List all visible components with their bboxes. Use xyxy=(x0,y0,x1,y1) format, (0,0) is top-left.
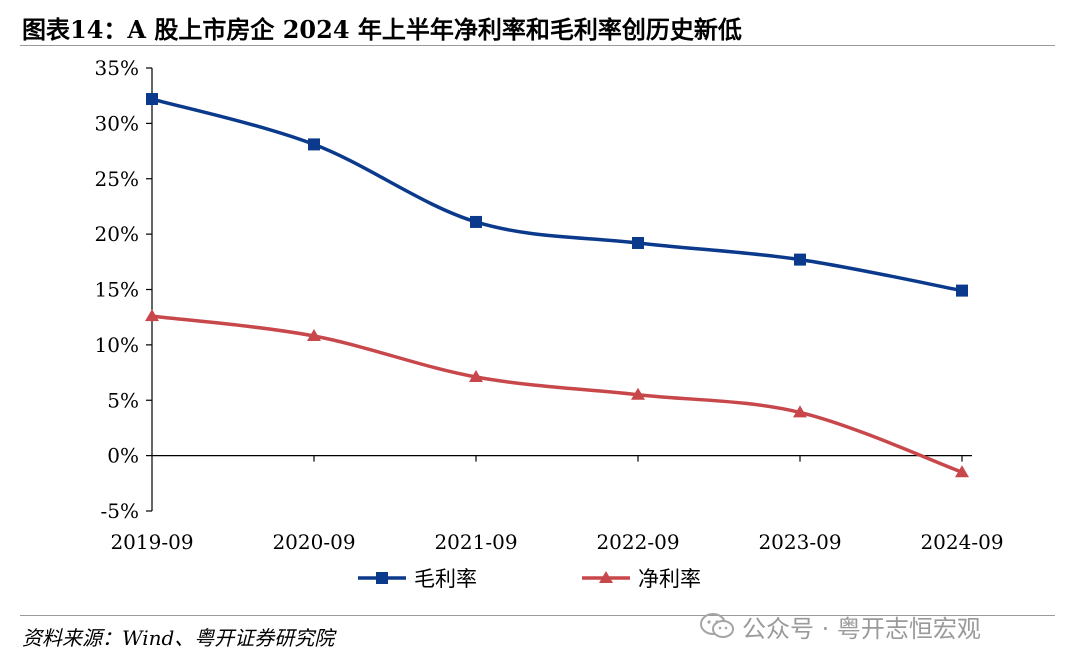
watermark-text: 公众号 · 粤开志恒宏观 xyxy=(742,614,981,643)
legend-item: 净利率 xyxy=(582,567,701,591)
wechat-icon xyxy=(700,612,734,640)
y-tick-label: -5% xyxy=(101,499,140,523)
data-point xyxy=(632,236,644,249)
legend-swatch-marker xyxy=(599,571,613,583)
series-gross-margin xyxy=(146,93,968,297)
legend-swatch-marker xyxy=(376,572,388,584)
y-tick-label: 25% xyxy=(95,167,139,191)
x-tick-label: 2024-09 xyxy=(920,530,1003,554)
legend-label: 净利率 xyxy=(638,567,701,591)
series-line xyxy=(151,314,963,474)
source-note: 资料来源：Wind、粤开证券研究院 xyxy=(22,626,335,650)
x-tick-label: 2019-09 xyxy=(110,530,193,554)
y-tick-label: 35% xyxy=(95,56,139,80)
axes: -5% 0% 5% 10% 15% 20% 25% 30% 35% 2019-09 2020-09 2… xyxy=(95,56,1004,554)
data-point xyxy=(631,387,645,400)
legend: 毛利率 净利率 xyxy=(358,567,701,591)
y-tick-label: 30% xyxy=(95,111,139,135)
series-layer xyxy=(145,93,969,478)
data-point xyxy=(955,465,969,478)
data-point xyxy=(470,215,482,228)
x-tick-label: 2021-09 xyxy=(434,530,517,554)
data-point xyxy=(308,138,320,151)
data-point xyxy=(794,253,806,266)
series-line xyxy=(151,97,963,293)
chart-title: 图表14：A 股上市房企 2024 年上半年净利率和毛利率创历史新低 xyxy=(22,15,742,44)
title-divider xyxy=(20,45,1055,46)
data-point xyxy=(145,309,159,322)
y-tick-label: 0% xyxy=(107,444,139,468)
series-net-margin xyxy=(145,309,969,478)
x-tick-label: 2022-09 xyxy=(596,530,679,554)
watermark: 公众号 · 粤开志恒宏观 xyxy=(700,606,981,646)
data-point xyxy=(956,284,968,297)
data-point xyxy=(469,369,483,382)
y-tick-label: 5% xyxy=(107,388,139,412)
data-point xyxy=(146,93,158,106)
data-point xyxy=(307,329,321,342)
x-tick-label: 2020-09 xyxy=(272,530,355,554)
y-tick-label: 10% xyxy=(95,333,139,357)
legend-item: 毛利率 xyxy=(358,567,477,591)
data-point xyxy=(793,405,807,418)
source-divider xyxy=(20,615,1055,616)
legend-label: 毛利率 xyxy=(414,567,477,591)
y-tick-label: 20% xyxy=(95,222,139,246)
x-tick-label: 2023-09 xyxy=(758,530,841,554)
y-tick-label: 15% xyxy=(95,278,139,302)
